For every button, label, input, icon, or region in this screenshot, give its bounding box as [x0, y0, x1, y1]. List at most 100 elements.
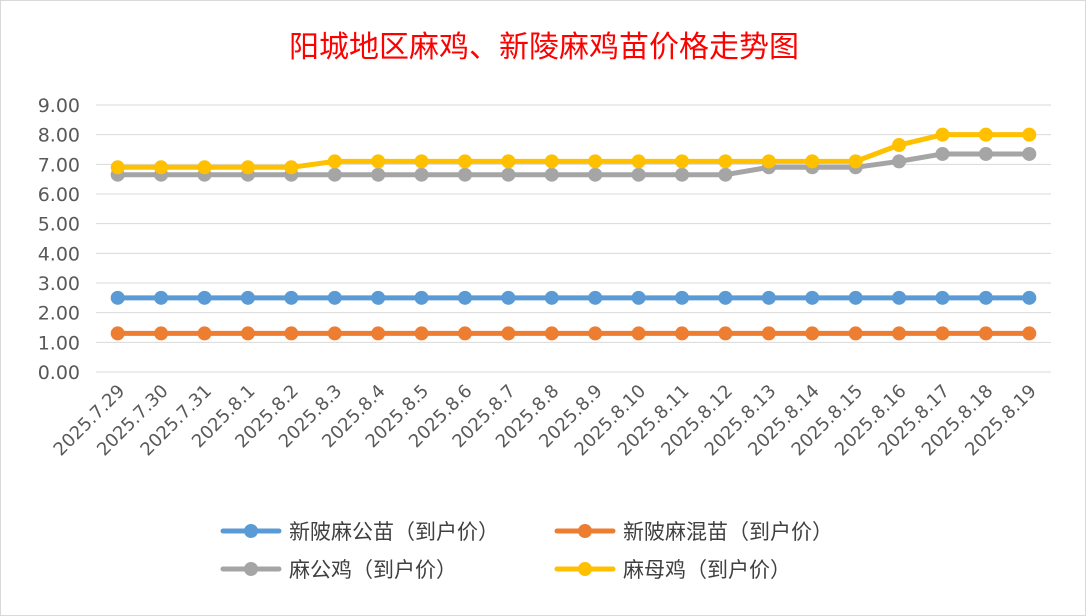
chart-title: 阳城地区麻鸡、新陵麻鸡苗价格走势图	[289, 30, 799, 65]
data-point	[110, 160, 125, 175]
data-point	[978, 290, 993, 305]
data-point	[1022, 326, 1037, 341]
series-group	[110, 127, 1037, 341]
y-tick-label: 6.00	[38, 184, 80, 206]
data-point	[544, 167, 559, 182]
y-tick-label: 2.00	[38, 303, 80, 325]
data-point	[544, 154, 559, 169]
y-tick-label: 8.00	[38, 125, 80, 147]
data-point	[457, 290, 472, 305]
data-point	[805, 154, 820, 169]
data-point	[631, 326, 646, 341]
legend-swatch-marker	[244, 524, 258, 538]
data-point	[935, 146, 950, 161]
data-point	[457, 154, 472, 169]
data-point	[978, 146, 993, 161]
legend-label: 麻公鸡（到户价）	[289, 558, 457, 582]
legend-item: 麻母鸡（到户价）	[554, 558, 791, 582]
y-axis-ticks: 0.00 1.00 2.00 3.00 4.00 5.00 6.00 7.00 8.00 9.00	[38, 95, 80, 384]
data-point	[848, 290, 863, 305]
data-point	[718, 290, 733, 305]
data-point	[414, 167, 429, 182]
series-line	[115, 132, 1032, 170]
data-point	[371, 154, 386, 169]
y-tick-label: 1.00	[38, 332, 80, 354]
data-point	[761, 326, 776, 341]
data-point	[675, 154, 690, 169]
data-point	[110, 290, 125, 305]
data-point	[544, 290, 559, 305]
data-point	[675, 167, 690, 182]
data-point	[154, 160, 169, 175]
y-tick-label: 3.00	[38, 273, 80, 295]
y-tick-label: 0.00	[38, 362, 80, 384]
data-point	[935, 290, 950, 305]
data-point	[892, 154, 907, 169]
data-point	[892, 326, 907, 341]
data-point	[501, 290, 516, 305]
data-point	[414, 154, 429, 169]
data-point	[761, 154, 776, 169]
data-point	[718, 167, 733, 182]
data-point	[371, 326, 386, 341]
data-point	[414, 326, 429, 341]
data-point	[588, 290, 603, 305]
legend-item: 新陂麻公苗（到户价）	[220, 520, 499, 544]
data-point	[718, 154, 733, 169]
series-2	[110, 146, 1037, 182]
data-point	[588, 167, 603, 182]
data-point	[718, 326, 733, 341]
series-1	[110, 326, 1037, 341]
data-point	[892, 138, 907, 153]
data-point	[371, 167, 386, 182]
data-point	[457, 326, 472, 341]
data-point	[284, 326, 299, 341]
data-point	[935, 127, 950, 142]
data-point	[501, 326, 516, 341]
data-point	[631, 290, 646, 305]
grid-lines	[96, 104, 1051, 373]
legend-swatch-marker	[578, 524, 592, 538]
data-point	[631, 154, 646, 169]
data-point	[327, 290, 342, 305]
data-point	[414, 290, 429, 305]
data-point	[675, 290, 690, 305]
legend-label: 新陂麻公苗（到户价）	[289, 520, 499, 544]
data-point	[240, 160, 255, 175]
data-point	[761, 290, 776, 305]
data-point	[978, 127, 993, 142]
series-line	[115, 151, 1032, 178]
x-axis-ticks: 2025.7.292025.7.302025.7.312025.8.12025.…	[50, 381, 1041, 461]
y-tick-label: 4.00	[38, 243, 80, 265]
data-point	[197, 290, 212, 305]
y-tick-label: 7.00	[38, 154, 80, 176]
data-point	[805, 290, 820, 305]
data-point	[197, 160, 212, 175]
data-point	[1022, 127, 1037, 142]
data-point	[197, 326, 212, 341]
data-point	[501, 167, 516, 182]
data-point	[284, 160, 299, 175]
data-point	[805, 326, 820, 341]
data-point	[284, 290, 299, 305]
data-point	[675, 326, 690, 341]
legend-swatch-marker	[578, 562, 592, 576]
data-point	[1022, 146, 1037, 161]
data-point	[327, 326, 342, 341]
legend: 新陂麻公苗（到户价） 新陂麻混苗（到户价） 麻公鸡（到户价） 麻母鸡（到户价）	[220, 520, 833, 582]
data-point	[588, 326, 603, 341]
y-tick-label: 9.00	[38, 95, 80, 117]
data-point	[240, 326, 255, 341]
series-0	[110, 290, 1037, 305]
legend-item: 麻公鸡（到户价）	[220, 558, 457, 582]
data-point	[892, 290, 907, 305]
data-point	[631, 167, 646, 182]
legend-label: 麻母鸡（到户价）	[623, 558, 791, 582]
legend-swatch-marker	[244, 562, 258, 576]
data-point	[327, 154, 342, 169]
legend-item: 新陂麻混苗（到户价）	[554, 520, 833, 544]
data-point	[501, 154, 516, 169]
data-point	[154, 290, 169, 305]
